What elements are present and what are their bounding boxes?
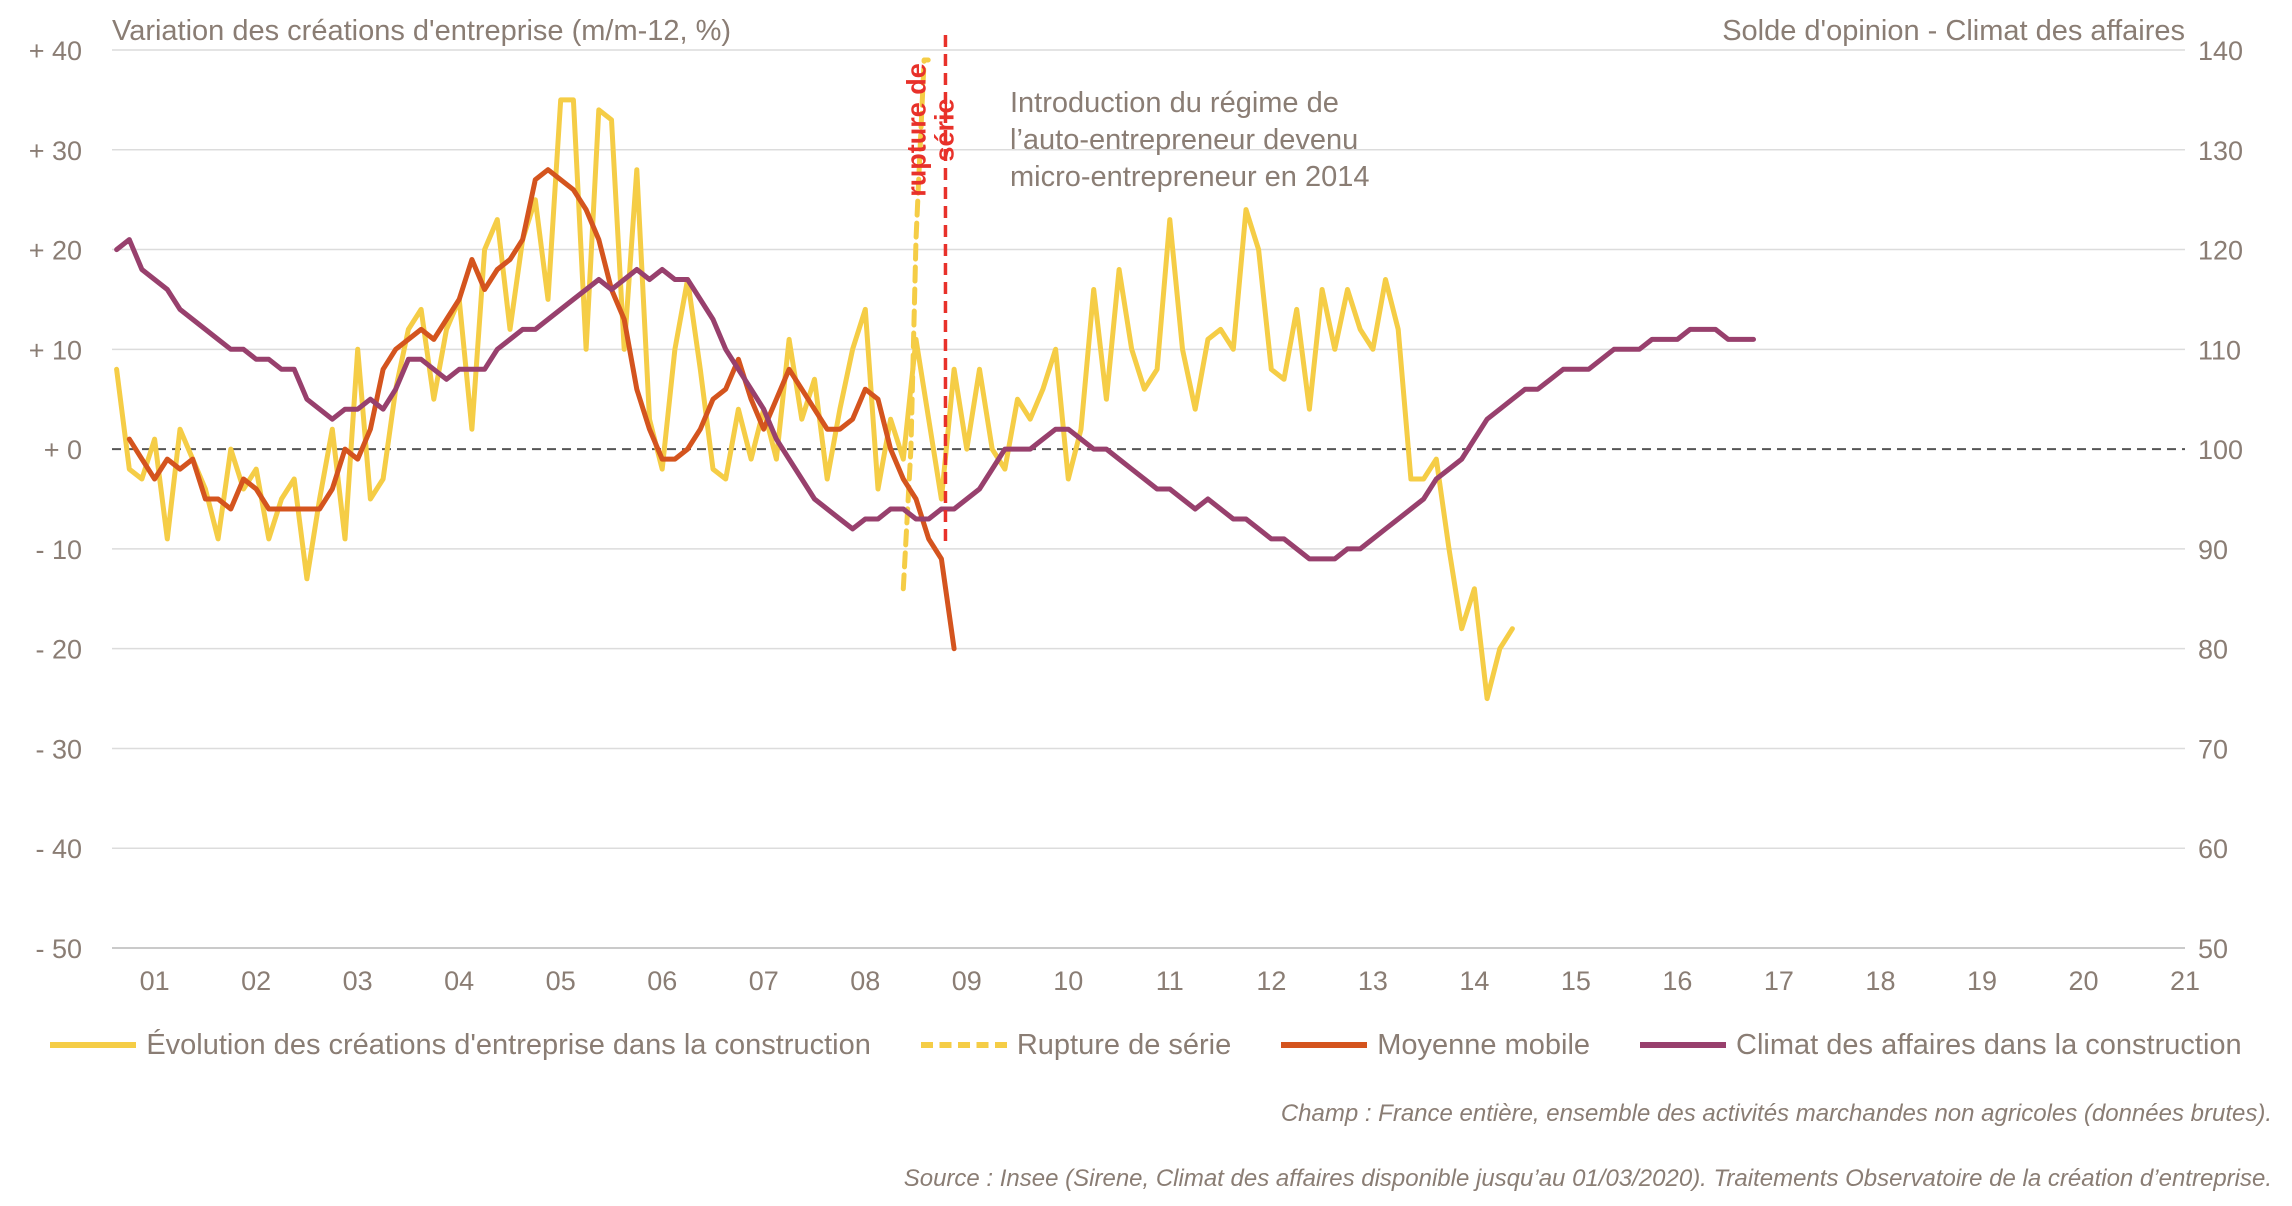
- series-lines: [114, 57, 1756, 702]
- legend-item-climat: Climat des affaires dans la construction: [1640, 1029, 2242, 1062]
- series-creations: [114, 97, 1515, 702]
- chart: Variation des créations d'entreprise (m/…: [29, 15, 2243, 996]
- right-tick-label: 70: [2198, 734, 2228, 764]
- legend: Évolution des créations d'entreprise dan…: [0, 1015, 2292, 1075]
- right-tick-label: 80: [2198, 635, 2228, 665]
- break-label: rupture desérie: [901, 63, 959, 197]
- x-tick-label: 05: [546, 966, 576, 996]
- axes: + 40 + 30 + 20 + 10 + 0 - 10 - 20 - 30 - 40 - 50 1…: [29, 36, 2243, 996]
- series-rupture: [900, 57, 931, 592]
- x-tick-label: 02: [241, 966, 271, 996]
- legend-swatch-climat: [1640, 1042, 1727, 1048]
- series-break: rupture desérie: [901, 35, 959, 543]
- legend-swatch-moyenne: [1281, 1042, 1368, 1048]
- right-tick-label: 140: [2198, 36, 2243, 66]
- left-tick-label: + 0: [44, 435, 82, 465]
- legend-label-rupture: Rupture de série: [1016, 1028, 1232, 1061]
- x-tick-label: 11: [1156, 966, 1184, 996]
- x-tick-label: 21: [2170, 966, 2200, 996]
- x-tick-label: 06: [647, 966, 677, 996]
- right-tick-label: 100: [2198, 435, 2243, 465]
- left-tick-label: + 10: [29, 335, 82, 365]
- legend-swatch-creations: [50, 1042, 137, 1048]
- legend-label-creations: Évolution des créations d'entreprise dan…: [146, 1028, 871, 1061]
- right-tick-label: 50: [2198, 934, 2228, 964]
- series-moyenne-mobile: [126, 167, 957, 652]
- x-tick-label: 12: [1256, 966, 1286, 996]
- legend-swatch-rupture: [920, 1042, 1007, 1048]
- legend-item-creations: Évolution des créations d'entreprise dan…: [50, 1029, 871, 1062]
- right-tick-label: 120: [2198, 236, 2243, 266]
- legend-item-moyenne: Moyenne mobile: [1281, 1029, 1590, 1062]
- left-axis-title: Variation des créations d'entreprise (m/…: [112, 15, 731, 47]
- x-tick-label: 14: [1459, 966, 1489, 996]
- champ-note: Champ : France entière, ensemble des act…: [1280, 1100, 2272, 1127]
- left-tick-label: + 20: [29, 236, 82, 266]
- x-tick-label: 09: [952, 966, 982, 996]
- x-tick-label: 01: [140, 966, 170, 996]
- x-tick-label: 17: [1764, 966, 1794, 996]
- x-tick-label: 04: [444, 966, 474, 996]
- left-tick-label: - 10: [35, 535, 82, 565]
- left-tick-label: - 30: [35, 734, 82, 764]
- left-tick-label: - 50: [35, 934, 82, 964]
- x-tick-label: 13: [1358, 966, 1388, 996]
- right-tick-label: 60: [2198, 834, 2228, 864]
- x-tick-label: 19: [1967, 966, 1997, 996]
- left-tick-label: + 30: [29, 136, 82, 166]
- x-tick-label: 15: [1561, 966, 1591, 996]
- right-tick-label: 110: [2198, 335, 2241, 365]
- x-tick-label: 16: [1662, 966, 1692, 996]
- left-tick-label: + 40: [29, 36, 82, 66]
- right-axis-title: Solde d'opinion - Climat des affaires: [1722, 15, 2185, 47]
- x-tick-label: 18: [1865, 966, 1895, 996]
- legend-label-climat: Climat des affaires dans la construction: [1736, 1028, 2242, 1061]
- right-tick-label: 130: [2198, 136, 2243, 166]
- x-tick-label: 20: [2068, 966, 2098, 996]
- x-tick-label: 07: [749, 966, 779, 996]
- source-note: Source : Insee (Sirene, Climat des affai…: [903, 1165, 2272, 1192]
- right-tick-label: 90: [2198, 535, 2228, 565]
- x-tick-label: 08: [850, 966, 880, 996]
- x-tick-label: 03: [343, 966, 373, 996]
- legend-item-rupture: Rupture de série: [920, 1028, 1232, 1062]
- annotation-text: Introduction du régime de l’auto-entrepre…: [1010, 87, 1369, 193]
- legend-label-moyenne: Moyenne mobile: [1377, 1028, 1591, 1061]
- x-tick-label: 10: [1053, 966, 1083, 996]
- left-tick-label: - 40: [35, 834, 82, 864]
- series-climat: [114, 237, 1756, 562]
- left-tick-label: - 20: [35, 635, 82, 665]
